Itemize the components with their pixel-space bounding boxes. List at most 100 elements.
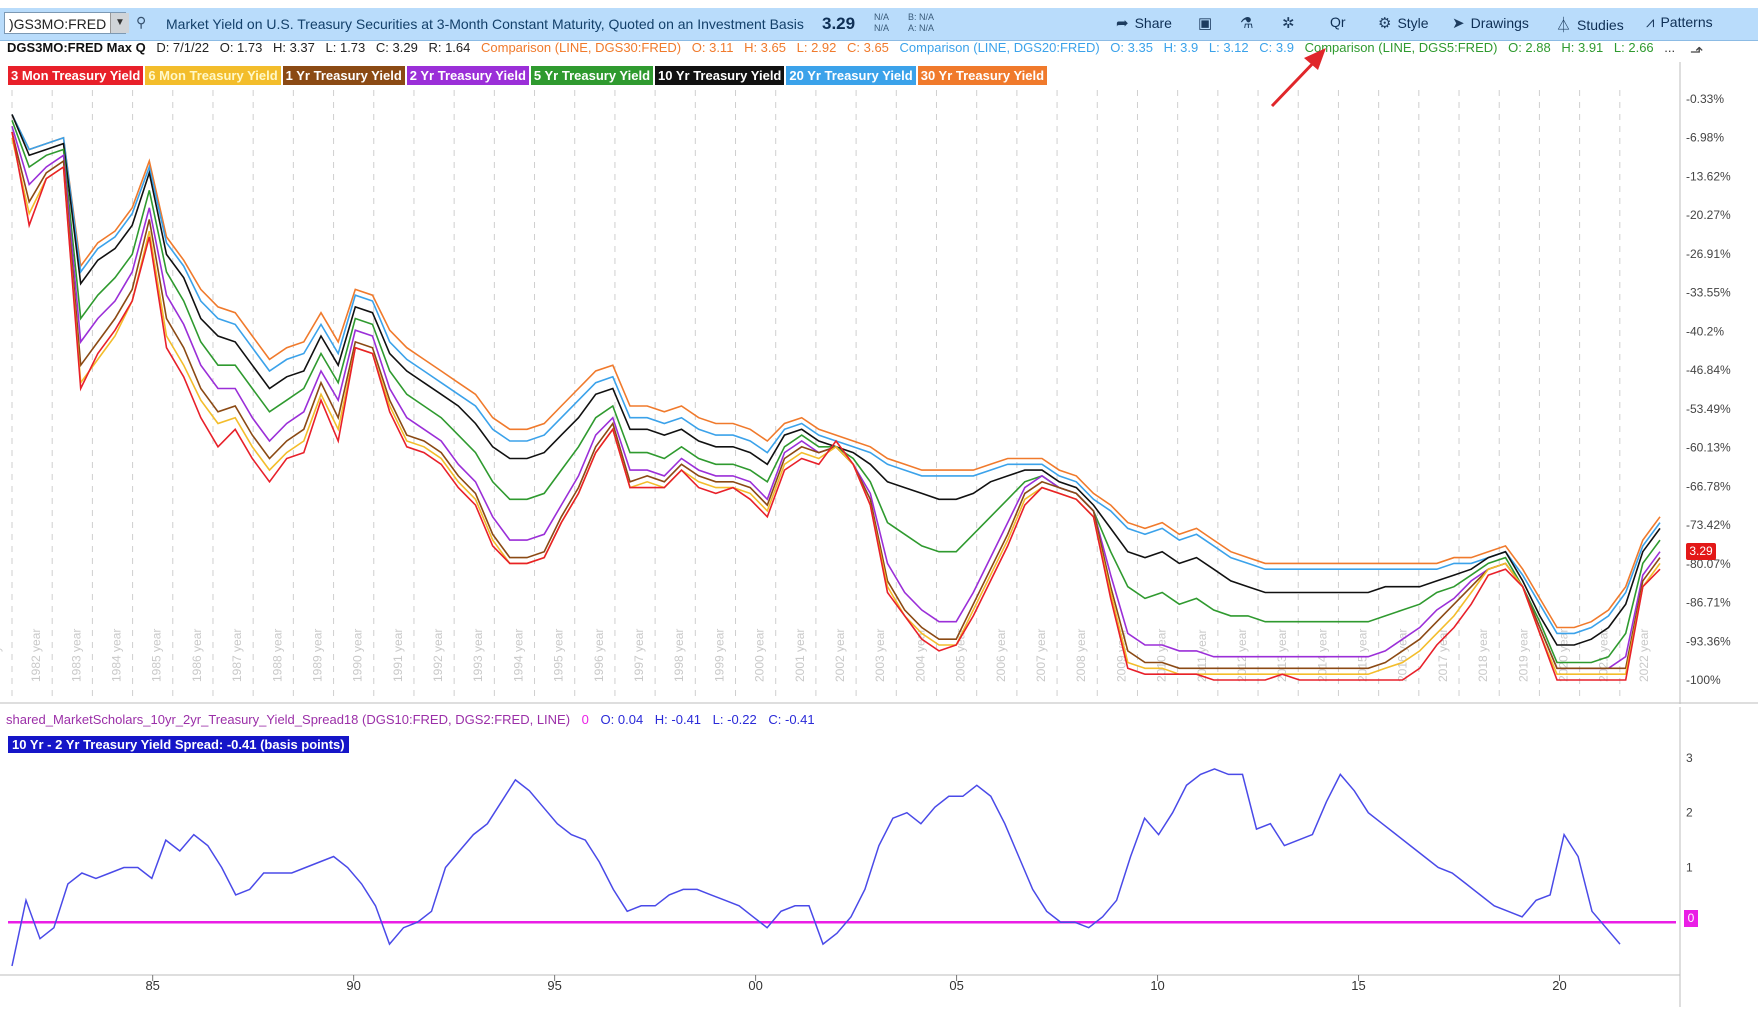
patterns-icon: ⩘	[1646, 14, 1655, 31]
year-label: 1991 year	[391, 629, 405, 682]
comparison-open: O: 3.35	[1110, 40, 1153, 55]
spread-y-tick: 2	[1686, 806, 1693, 820]
year-label: 1984 year	[109, 629, 123, 682]
link-icon[interactable]: ⚲	[136, 14, 147, 30]
year-label: 2006 year	[994, 629, 1008, 682]
symbol-period: DGS3MO:FRED Max Q	[7, 40, 146, 55]
settings-button[interactable]: ✲	[1282, 14, 1301, 32]
year-label: 2022 year	[1637, 629, 1651, 682]
series-line	[11, 120, 1661, 664]
symbol-dropdown-arrow-icon[interactable]: ▼	[110, 13, 129, 33]
y-tick-label: -73.42%	[1686, 518, 1731, 532]
legend-item[interactable]: 3 Mon Treasury Yield	[8, 66, 144, 85]
y-tick-label: -86.71%	[1686, 596, 1731, 610]
ask-value: A: N/A	[908, 23, 935, 33]
comparison-low: L: 2.92	[796, 40, 837, 55]
studies-label: Studies	[1577, 17, 1624, 33]
qr-button[interactable]: Qr	[1330, 14, 1346, 30]
flask-button[interactable]: ⚗	[1240, 14, 1259, 32]
series-legend: 3 Mon Treasury Yield 6 Mon Treasury Yield…	[8, 66, 1049, 86]
comparison-close: C: 3.65	[847, 40, 889, 55]
info-date: D: 7/1/22	[156, 40, 210, 55]
quote-info-bar: DGS3MO:FRED Max Q D: 7/1/22 O: 1.73 H: 3…	[0, 40, 1700, 62]
year-label: 1993 year	[471, 629, 485, 682]
comparison-label[interactable]: Comparison (LINE, DGS5:FRED)	[1304, 40, 1498, 55]
y-tick-label: -13.62%	[1686, 169, 1731, 183]
legend-item[interactable]: 2 Yr Treasury Yield	[406, 66, 529, 85]
bid-value: B: N/A	[908, 12, 935, 22]
year-label: 2019 year	[1516, 629, 1530, 682]
year-label: 1986 year	[190, 629, 204, 682]
legend-item[interactable]: 6 Mon Treasury Yield	[145, 66, 281, 85]
year-label: 2003 year	[873, 629, 887, 682]
year-label: 1989 year	[310, 629, 324, 682]
legend-item[interactable]: 10 Yr Treasury Yield	[655, 66, 785, 85]
series-line	[11, 131, 1661, 681]
year-label: 1988 year	[270, 629, 284, 682]
snapshot-button[interactable]: ▣	[1198, 14, 1218, 32]
comparison-low: L: 3.12	[1208, 40, 1249, 55]
year-label: 1983 year	[69, 629, 83, 682]
x-tick-label: 00	[748, 978, 762, 993]
legend-item[interactable]: 20 Yr Treasury Yield	[786, 66, 916, 85]
year-label: 2001 year	[793, 629, 807, 682]
share-icon: ➦	[1116, 15, 1129, 32]
y-tick-label: -26.91%	[1686, 247, 1731, 261]
comparison-label[interactable]: Comparison (LINE, DGS20:FRED)	[899, 40, 1100, 55]
y-tick-label: -80.07%	[1686, 557, 1731, 571]
info-range: R: 1.64	[428, 40, 471, 55]
pane-expand-icon[interactable]: ⬏	[1690, 44, 1704, 61]
cursor-icon: ➤	[1452, 15, 1465, 32]
year-label: 1990 year	[351, 629, 365, 682]
comparison-high: H: 3.91	[1561, 40, 1604, 55]
x-tick-label: 90	[346, 978, 360, 993]
drawings-label: Drawings	[1470, 15, 1529, 31]
comparison-label[interactable]: Comparison (LINE, DGS30:FRED)	[481, 40, 682, 55]
series-line	[11, 131, 1661, 670]
share-label: Share	[1134, 15, 1172, 31]
year-label: 1995 year	[552, 629, 566, 682]
studies-button[interactable]: ⏃ Studies	[1556, 14, 1624, 35]
drawings-button[interactable]: ➤ Drawings	[1452, 14, 1529, 32]
year-label: 1981 year	[0, 629, 3, 682]
legend-item[interactable]: 5 Yr Treasury Yield	[530, 66, 654, 85]
comparison-close: C: 3.9	[1259, 40, 1294, 55]
comparison-close: ...	[1664, 40, 1676, 55]
style-button[interactable]: ⚙ Style	[1378, 14, 1429, 32]
symbol-input[interactable]: )GS3MO:FRED	[4, 12, 126, 34]
year-label: 1996 year	[592, 629, 606, 682]
zero-tag: 0	[1684, 910, 1698, 927]
gear-icon: ✲	[1282, 15, 1295, 32]
qr-label: Qr	[1330, 14, 1346, 30]
main-chart[interactable]: 1981 year 1982 year 1983 year 1984 year 1985…	[0, 62, 1758, 704]
study-label[interactable]: shared_MarketScholars_10yr_2yr_Treasury_…	[6, 712, 571, 727]
chart-toolbar: )GS3MO:FRED ▼ ⚲ Market Yield on U.S. Tre…	[0, 8, 1758, 41]
study-open: O: 0.04	[600, 712, 644, 727]
info-low: L: 1.73	[325, 40, 366, 55]
legend-item[interactable]: 30 Yr Treasury Yield	[917, 66, 1048, 85]
year-label: 1994 year	[511, 629, 525, 682]
patterns-label: Patterns	[1660, 14, 1713, 30]
y-tick-label: -100%	[1686, 673, 1721, 687]
legend-item[interactable]: 1 Yr Treasury Yield	[282, 66, 405, 85]
study-zero-value: 0	[581, 712, 589, 727]
year-label: 2018 year	[1476, 629, 1490, 682]
patterns-button[interactable]: ⩘ Patterns	[1646, 14, 1713, 31]
year-label: 1997 year	[632, 629, 646, 682]
series-line	[11, 137, 1661, 676]
study-high: H: -0.41	[654, 712, 702, 727]
y-tick-label: -66.78%	[1686, 479, 1731, 493]
x-tick-label: 05	[949, 978, 963, 993]
share-button[interactable]: ➦ Share	[1116, 14, 1172, 32]
series-line	[11, 114, 1661, 629]
bid-ask: B: N/A A: N/A	[908, 12, 934, 34]
x-tick-label: 95	[547, 978, 561, 993]
info-high: H: 3.37	[272, 40, 315, 55]
x-tick-label: 20	[1552, 978, 1566, 993]
symbol-description: Market Yield on U.S. Treasury Securities…	[166, 16, 804, 32]
y-tick-label: -46.84%	[1686, 363, 1731, 377]
year-label: 1985 year	[150, 629, 164, 682]
year-label: 1987 year	[230, 629, 244, 682]
year-label: 2008 year	[1074, 629, 1088, 682]
